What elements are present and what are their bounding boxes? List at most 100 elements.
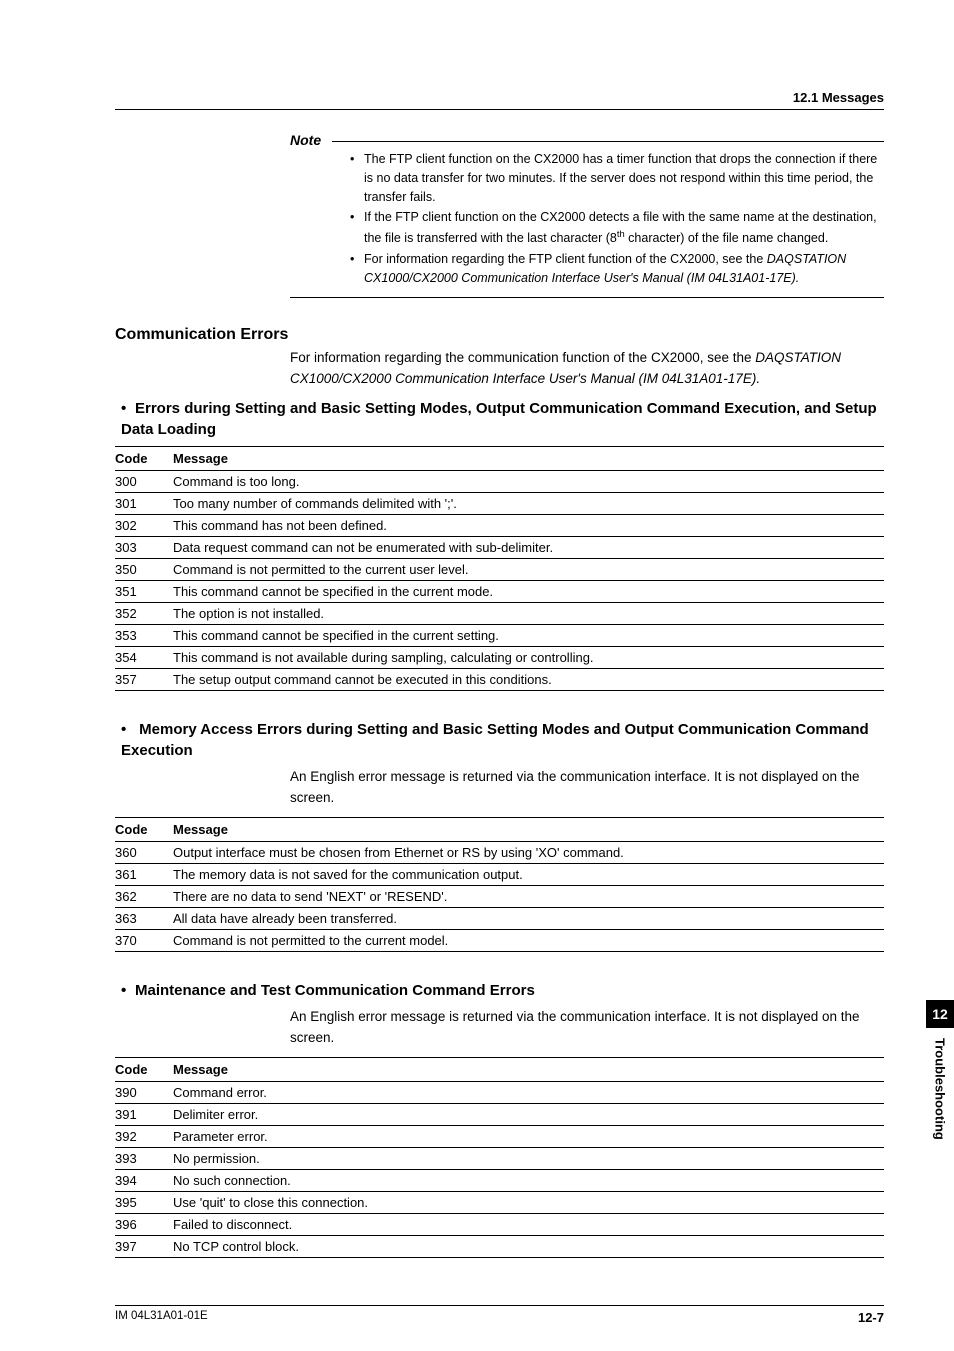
message-cell: Data request command can not be enumerat…	[173, 537, 884, 559]
table-row: 370Command is not permitted to the curre…	[115, 930, 884, 952]
message-cell: Parameter error.	[173, 1125, 884, 1147]
message-cell: This command cannot be specified in the …	[173, 625, 884, 647]
table-row: 391Delimiter error.	[115, 1103, 884, 1125]
message-cell: Command is too long.	[173, 471, 884, 493]
code-cell: 303	[115, 537, 173, 559]
table-row: 396Failed to disconnect.	[115, 1213, 884, 1235]
table-row: 393No permission.	[115, 1147, 884, 1169]
code-cell: 357	[115, 669, 173, 691]
code-cell: 391	[115, 1103, 173, 1125]
sec1-table: Code Message 300Command is too long.301T…	[115, 446, 884, 691]
table-row: 394No such connection.	[115, 1169, 884, 1191]
table-row: 350Command is not permitted to the curre…	[115, 559, 884, 581]
sec2-title-text: Memory Access Errors during Setting and …	[121, 721, 869, 759]
comm-errors-title: Communication Errors	[115, 326, 884, 344]
message-cell: No such connection.	[173, 1169, 884, 1191]
sec1-col-msg: Message	[173, 447, 884, 471]
sec2-col-msg: Message	[173, 818, 884, 842]
code-cell: 397	[115, 1235, 173, 1257]
table-row: 302This command has not been defined.	[115, 515, 884, 537]
section-header: 12.1 Messages	[115, 90, 884, 110]
sec2-intro: An English error message is returned via…	[290, 767, 884, 809]
table-row: 392Parameter error.	[115, 1125, 884, 1147]
table-row: 362There are no data to send 'NEXT' or '…	[115, 886, 884, 908]
code-cell: 360	[115, 842, 173, 864]
message-cell: This command is not available during sam…	[173, 647, 884, 669]
sec2-col-code: Code	[115, 818, 173, 842]
sec3-title: •Maintenance and Test Communication Comm…	[121, 980, 884, 1001]
sec1-title-text: Errors during Setting and Basic Setting …	[121, 400, 877, 438]
table-row: 363All data have already been transferre…	[115, 908, 884, 930]
code-cell: 351	[115, 581, 173, 603]
note-item: For information regarding the FTP client…	[350, 250, 884, 288]
message-cell: The option is not installed.	[173, 603, 884, 625]
code-cell: 396	[115, 1213, 173, 1235]
message-cell: The setup output command cannot be execu…	[173, 669, 884, 691]
comm-errors-intro-plain: For information regarding the communicat…	[290, 350, 755, 365]
table-row: 360Output interface must be chosen from …	[115, 842, 884, 864]
table-row: 352The option is not installed.	[115, 603, 884, 625]
code-cell: 392	[115, 1125, 173, 1147]
message-cell: Command error.	[173, 1081, 884, 1103]
code-cell: 393	[115, 1147, 173, 1169]
note-top-rule	[332, 141, 884, 142]
message-cell: Output interface must be chosen from Eth…	[173, 842, 884, 864]
table-row: 395Use 'quit' to close this connection.	[115, 1191, 884, 1213]
table-row: 301Too many number of commands delimited…	[115, 493, 884, 515]
message-cell: The memory data is not saved for the com…	[173, 864, 884, 886]
note-bottom-rule	[290, 297, 884, 298]
sec3-intro: An English error message is returned via…	[290, 1007, 884, 1049]
sec2-table: Code Message 360Output interface must be…	[115, 817, 884, 952]
message-cell: Failed to disconnect.	[173, 1213, 884, 1235]
table-row: 357The setup output command cannot be ex…	[115, 669, 884, 691]
note-label: Note	[290, 132, 327, 148]
code-cell: 390	[115, 1081, 173, 1103]
message-cell: Delimiter error.	[173, 1103, 884, 1125]
message-cell: Use 'quit' to close this connection.	[173, 1191, 884, 1213]
table-row: 353This command cannot be specified in t…	[115, 625, 884, 647]
table-row: 397No TCP control block.	[115, 1235, 884, 1257]
note-block: Note The FTP client function on the CX20…	[290, 132, 884, 298]
code-cell: 353	[115, 625, 173, 647]
code-cell: 361	[115, 864, 173, 886]
message-cell: Too many number of commands delimited wi…	[173, 493, 884, 515]
code-cell: 354	[115, 647, 173, 669]
sec1-col-code: Code	[115, 447, 173, 471]
footer-doc-id: IM 04L31A01-01E	[115, 1310, 208, 1325]
message-cell: This command cannot be specified in the …	[173, 581, 884, 603]
table-row: 303Data request command can not be enume…	[115, 537, 884, 559]
code-cell: 363	[115, 908, 173, 930]
code-cell: 370	[115, 930, 173, 952]
code-cell: 395	[115, 1191, 173, 1213]
page-footer: IM 04L31A01-01E 12-7	[115, 1305, 884, 1325]
code-cell: 302	[115, 515, 173, 537]
message-cell: This command has not been defined.	[173, 515, 884, 537]
message-cell: No TCP control block.	[173, 1235, 884, 1257]
table-row: 300Command is too long.	[115, 471, 884, 493]
message-cell: No permission.	[173, 1147, 884, 1169]
sec3-table: Code Message 390Command error.391Delimit…	[115, 1057, 884, 1258]
footer-page-number: 12-7	[858, 1310, 884, 1325]
sec1-title: •Errors during Setting and Basic Setting…	[121, 398, 884, 440]
message-cell: There are no data to send 'NEXT' or 'RES…	[173, 886, 884, 908]
code-cell: 301	[115, 493, 173, 515]
table-row: 351This command cannot be specified in t…	[115, 581, 884, 603]
code-cell: 362	[115, 886, 173, 908]
side-tab: 12 Troubleshooting	[926, 1000, 954, 1140]
sec3-title-text: Maintenance and Test Communication Comma…	[135, 982, 535, 999]
note-item: If the FTP client function on the CX2000…	[350, 208, 884, 248]
sec2-title: • Memory Access Errors during Setting an…	[121, 719, 884, 761]
chapter-number: 12	[926, 1000, 954, 1028]
message-cell: All data have already been transferred.	[173, 908, 884, 930]
comm-errors-intro: For information regarding the communicat…	[290, 348, 884, 390]
code-cell: 352	[115, 603, 173, 625]
table-row: 390Command error.	[115, 1081, 884, 1103]
code-cell: 394	[115, 1169, 173, 1191]
note-item: The FTP client function on the CX2000 ha…	[350, 150, 884, 206]
message-cell: Command is not permitted to the current …	[173, 559, 884, 581]
table-row: 361The memory data is not saved for the …	[115, 864, 884, 886]
code-cell: 300	[115, 471, 173, 493]
table-row: 354This command is not available during …	[115, 647, 884, 669]
sec3-col-code: Code	[115, 1057, 173, 1081]
note-list: The FTP client function on the CX2000 ha…	[350, 150, 884, 287]
